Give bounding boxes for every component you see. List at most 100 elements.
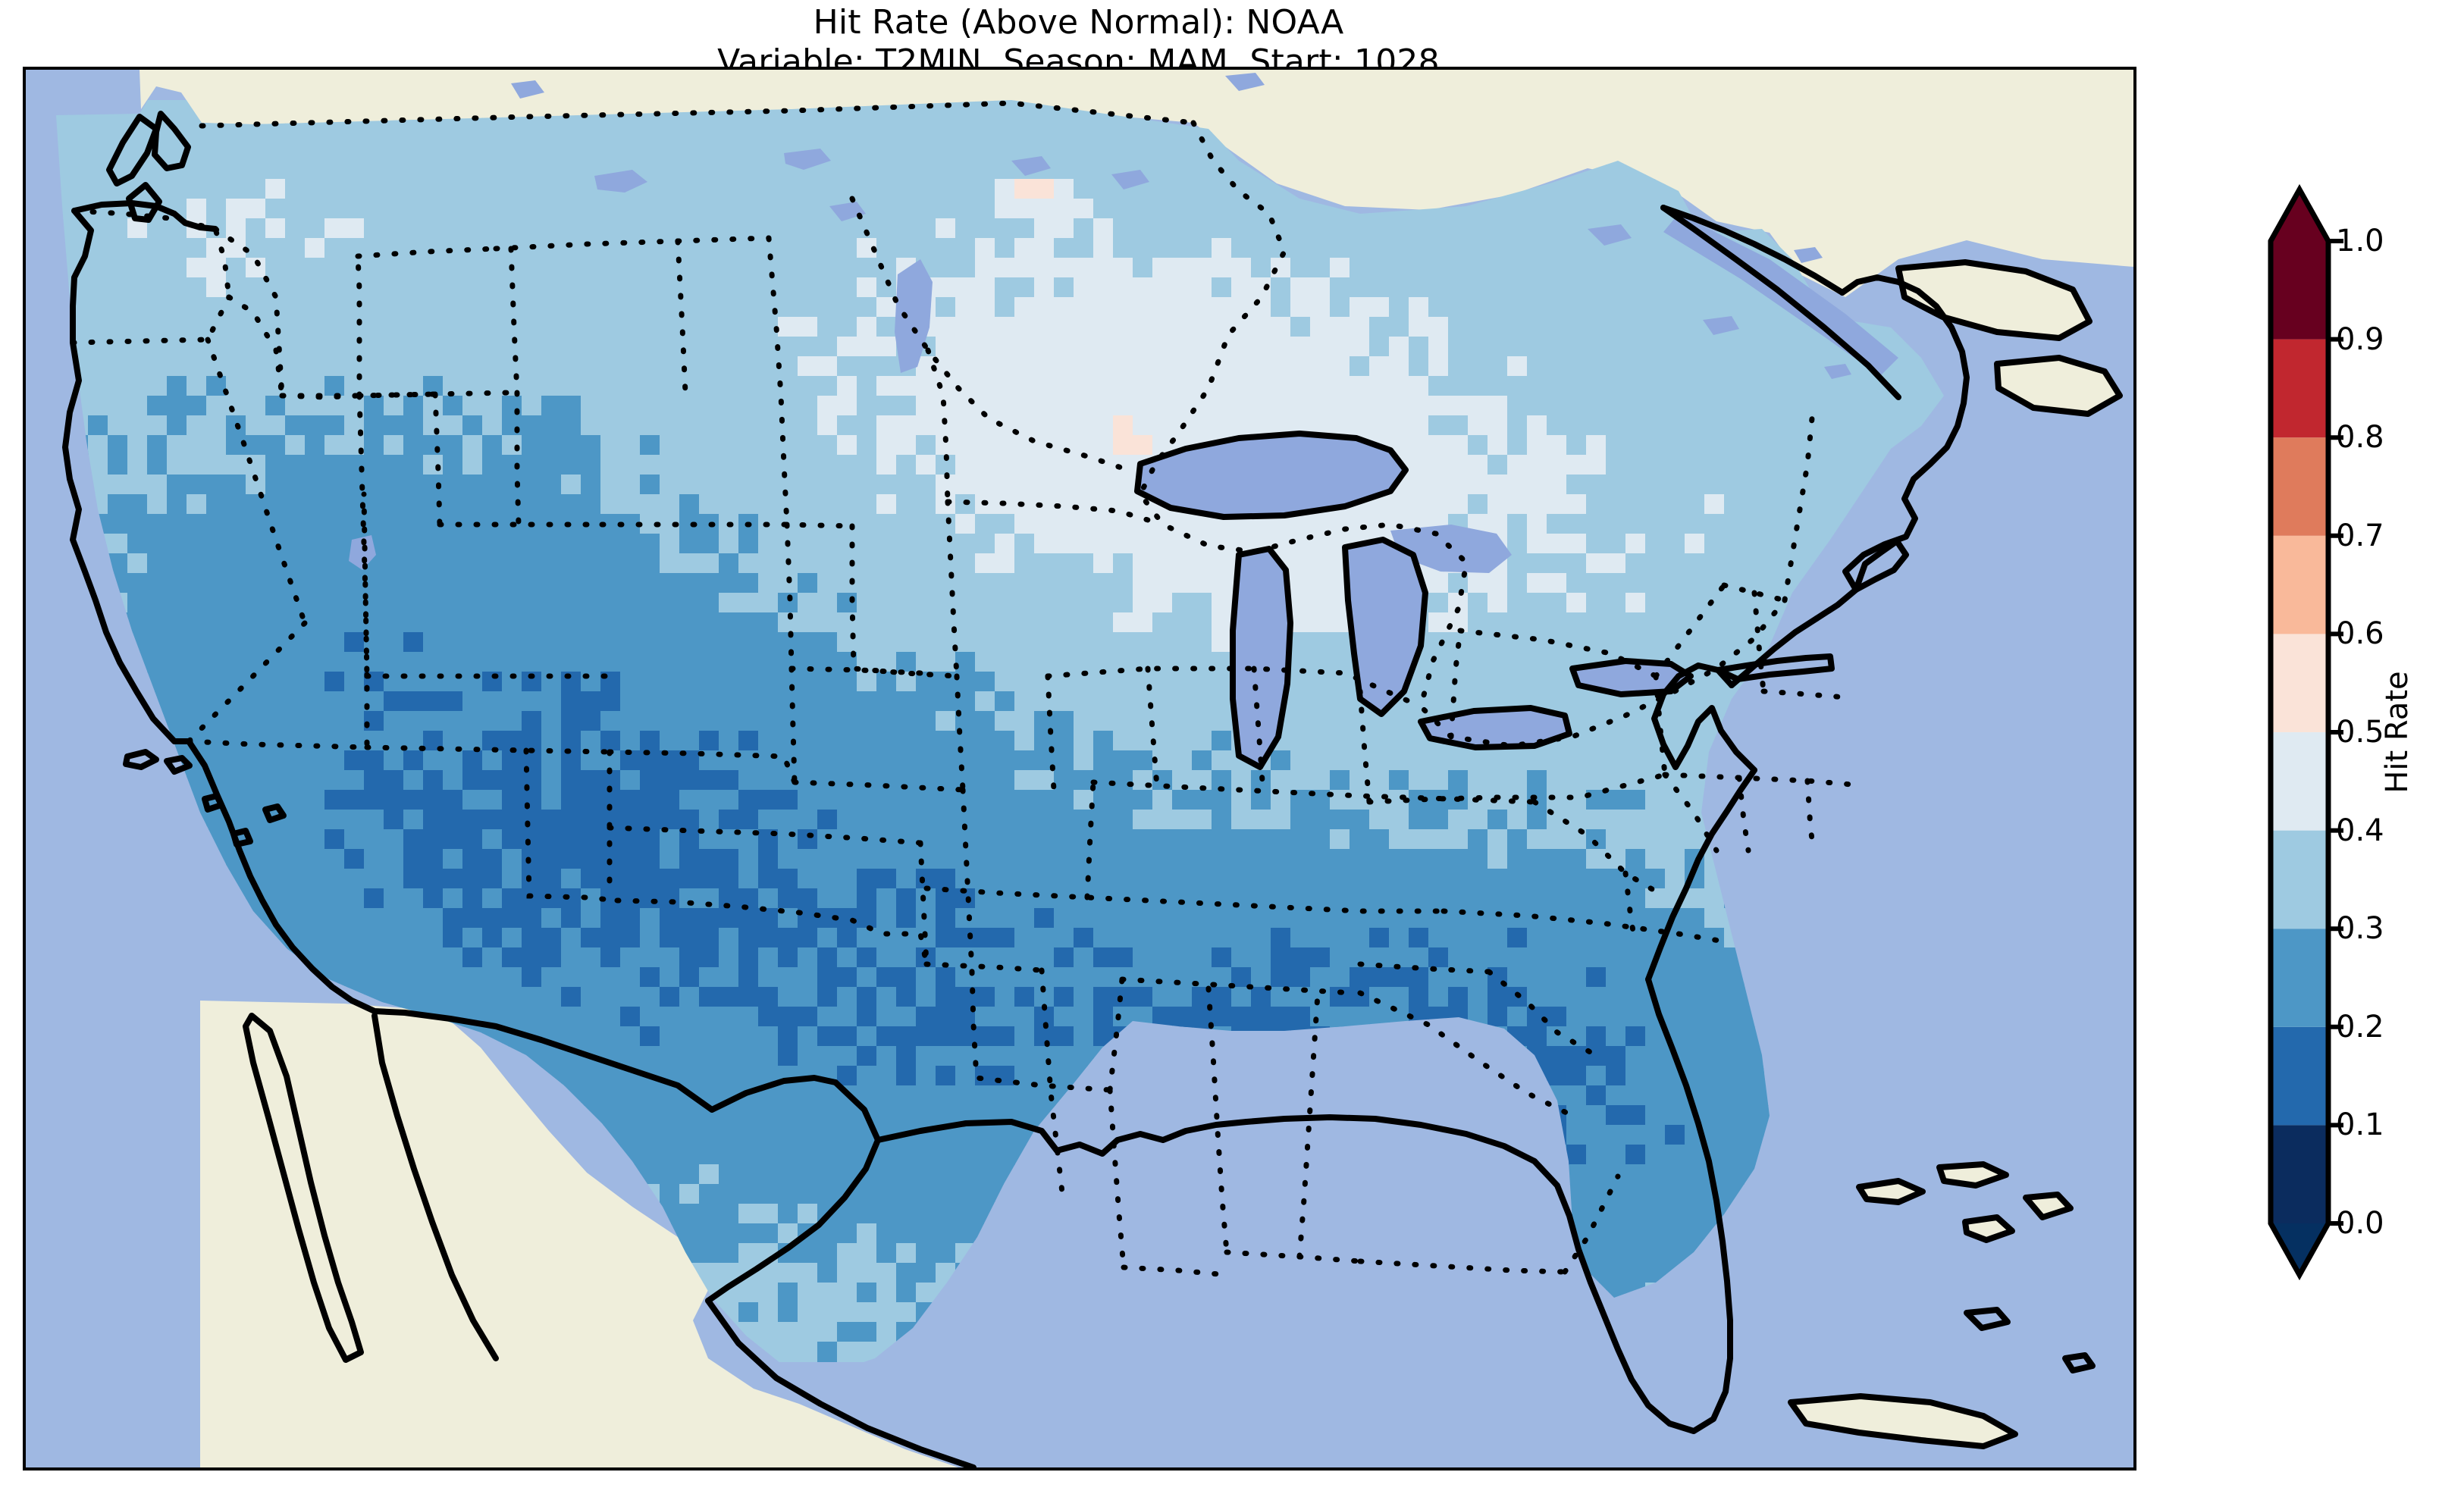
hit-rate-cell [758,1007,779,1027]
hit-rate-cell [541,731,562,751]
hit-rate-cell [246,179,266,199]
hit-rate-cell [1586,258,1607,278]
hit-rate-cell [1192,888,1212,909]
hit-rate-cell [167,238,187,258]
hit-rate-cell [1606,928,1626,948]
hit-rate-cell [1428,869,1449,889]
hit-rate-cell [1448,396,1469,416]
hit-rate-cell [837,435,857,456]
hit-rate-cell [1389,277,1409,298]
hit-rate-cell [1487,987,1508,1007]
hit-rate-cell [1054,317,1074,337]
hit-rate-cell [1783,435,1804,456]
hit-rate-cell [679,947,700,968]
hit-rate-cell [1527,337,1547,357]
hit-rate-cell [1685,553,1705,574]
hit-rate-cell [1014,258,1035,278]
hit-rate-cell [758,987,779,1007]
hit-rate-cell [1389,869,1409,889]
hit-rate-cell [541,810,562,830]
hit-rate-cell [167,691,187,712]
hit-rate-cell [1074,1026,1094,1047]
hit-rate-cell [285,199,306,219]
hit-rate-cell [1172,810,1193,830]
hit-rate-cell [581,967,601,988]
hit-rate-cell [1468,376,1488,396]
hit-rate-cell [975,612,995,633]
hit-rate-cell [837,179,857,199]
hit-rate-cell [817,120,838,140]
hit-rate-cell [443,356,463,377]
hit-rate-cell [1645,475,1666,495]
hit-rate-cell [975,435,995,456]
hit-rate-cell [147,514,168,534]
hit-rate-cell [1783,514,1804,534]
hit-rate-cell [265,534,286,554]
hit-rate-cell [1547,849,1567,869]
hit-rate-cell [1113,356,1133,377]
hit-rate-cell [1054,652,1074,672]
hit-rate-cell [581,534,601,554]
hit-rate-cell [1487,475,1508,495]
hit-rate-cell [246,435,266,456]
hit-rate-cell [1093,908,1114,929]
hit-rate-cell [620,849,641,869]
hit-rate-cell [187,199,207,219]
hit-rate-cell [403,494,424,515]
hit-rate-cell [1290,258,1311,278]
hit-rate-cell [1074,494,1094,515]
hit-rate-cell [108,317,128,337]
hit-rate-cell [1586,612,1607,633]
hit-rate-cell [265,612,286,633]
hit-rate-cell [1034,238,1055,258]
hit-rate-cell [265,849,286,869]
hit-rate-cell [975,1007,995,1027]
hit-rate-cell [758,770,779,791]
hit-rate-cell [1507,967,1528,988]
hit-rate-cell [1744,396,1764,416]
hit-rate-cell [1054,829,1074,850]
hit-rate-cell [147,396,168,416]
hit-rate-cell [1566,356,1587,377]
hit-rate-cell [1428,337,1449,357]
hit-rate-cell [936,179,956,199]
hit-rate-cell [1428,612,1449,633]
hit-rate-cell [1192,908,1212,929]
hit-rate-cell [403,337,424,357]
hit-rate-cell [1625,356,1646,377]
hit-rate-cell [660,218,680,239]
hit-rate-cell [738,593,759,613]
hit-rate-cell [581,337,601,357]
hit-rate-cell [167,573,187,594]
hit-rate-cell [600,475,621,495]
hit-rate-cell [857,967,877,988]
hit-rate-cell [1212,573,1232,594]
hit-rate-cell [975,139,995,160]
hit-rate-cell [640,317,660,337]
hit-rate-cell [896,199,917,219]
hit-rate-cell [1251,317,1271,337]
hit-rate-cell [640,770,660,791]
hit-rate-cell [285,514,306,534]
hit-rate-cell [127,593,148,613]
hit-rate-cell [738,731,759,751]
hit-rate-cell [955,534,976,554]
hit-rate-cell [916,790,936,810]
hit-rate-cell [1093,396,1114,416]
hit-rate-cell [502,218,522,239]
hit-rate-cell [1409,869,1429,889]
hit-rate-cell [1763,356,1784,377]
hit-rate-cell [541,652,562,672]
hit-rate-cell [1034,691,1055,712]
hit-rate-cell [1113,317,1133,337]
hit-rate-cell [660,652,680,672]
hit-rate-cell [1409,258,1429,278]
hit-rate-cell [1606,829,1626,850]
hit-rate-cell [1448,218,1469,239]
hit-rate-cell [285,475,306,495]
hit-rate-cell [778,632,798,653]
hit-rate-cell [1527,967,1547,988]
hit-rate-cell [660,337,680,357]
hit-rate-cell [679,632,700,653]
hit-rate-cell [1724,277,1745,298]
